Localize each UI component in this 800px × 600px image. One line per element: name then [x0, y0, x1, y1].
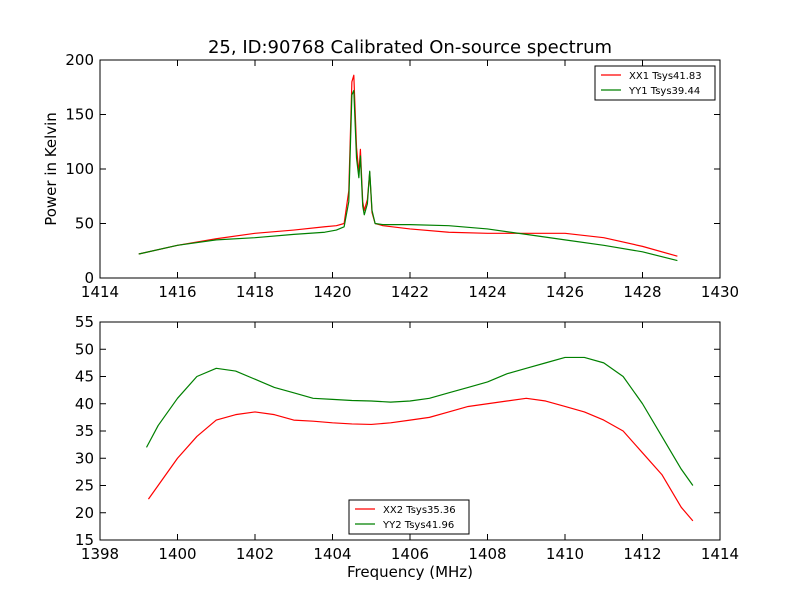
y-tick-label: 55 — [75, 313, 94, 331]
y-tick-label: 45 — [75, 368, 94, 386]
y-tick-label: 40 — [75, 395, 94, 413]
x-tick-label: 1428 — [623, 283, 661, 301]
series-line-2 — [138, 89, 678, 262]
x-tick-label: 1430 — [701, 283, 739, 301]
x-tick-label: 1424 — [468, 283, 506, 301]
x-tick-label: 1420 — [313, 283, 351, 301]
bottom-plot: 1398 1400 1402 1404 1406 1408 1410 1412 1414 15 20… — [75, 313, 739, 581]
x-axis-label: Frequency (MHz) — [347, 563, 473, 581]
x-tick-label: 1408 — [468, 545, 506, 563]
x-tick-label: 1416 — [158, 283, 196, 301]
y-tick-label: 100 — [65, 160, 94, 178]
top-plot: 1414 1416 1418 1420 1422 1424 1426 1428 1430 0 50 1… — [42, 51, 739, 301]
x-tick-label: 1402 — [236, 545, 274, 563]
y-tick-label: 200 — [65, 51, 94, 69]
legend: XX1 Tsys41.83 YY1 Tsys39.44 — [594, 65, 716, 101]
x-tick-label: 1410 — [546, 545, 584, 563]
x-tick-label: 1404 — [313, 545, 351, 563]
series-line-1 — [147, 397, 694, 522]
x-tick-label: 1422 — [391, 283, 429, 301]
y-tick-label: 50 — [75, 340, 94, 358]
x-tick-label: 1412 — [623, 545, 661, 563]
y-tick-label: 35 — [75, 422, 94, 440]
x-tick-label: 1400 — [158, 545, 196, 563]
y-tick-label: 30 — [75, 449, 94, 467]
y-tick-label: 0 — [84, 269, 94, 287]
chart-title: 25, ID:90768 Calibrated On-source spectr… — [208, 37, 612, 58]
x-tick-label: 1414 — [81, 283, 119, 301]
y-tick-label: 20 — [75, 504, 94, 522]
x-tick-label: 1426 — [546, 283, 584, 301]
x-tick-label: 1414 — [701, 545, 739, 563]
legend-box — [348, 499, 470, 535]
y-tick-label: 50 — [75, 215, 94, 233]
legend-label-2: YY1 Tsys39.44 — [628, 86, 700, 97]
legend-label-1: XX1 Tsys41.83 — [629, 71, 702, 82]
legend-label-1: XX2 Tsys35.36 — [383, 505, 456, 516]
y-tick-label: 25 — [75, 477, 94, 495]
x-tick-label: 1398 — [81, 545, 119, 563]
x-tick-label: 1418 — [236, 283, 274, 301]
legend-label-2: YY2 Tsys41.96 — [382, 520, 454, 531]
y-axis-label: Power in Kelvin — [42, 112, 60, 226]
y-tick-label: 150 — [65, 106, 94, 124]
legend: XX2 Tsys35.36 YY2 Tsys41.96 — [348, 499, 470, 535]
series-line-1 — [138, 74, 678, 257]
series-line-2 — [145, 356, 694, 486]
y-tick-label: 15 — [75, 531, 94, 549]
legend-box — [594, 65, 716, 101]
x-tick-label: 1406 — [391, 545, 429, 563]
